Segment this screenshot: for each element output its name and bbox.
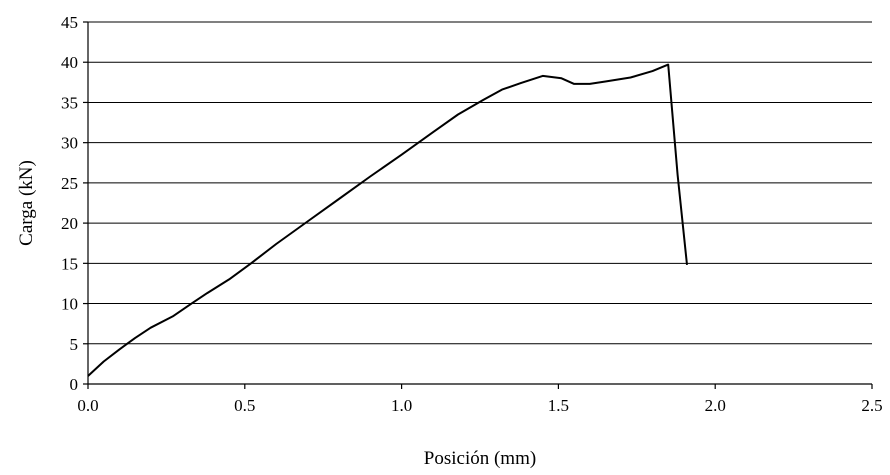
grid [88, 21, 872, 345]
y-tick-label: 40 [61, 53, 78, 72]
x-tick-label: 2.0 [705, 396, 726, 415]
y-tick-label: 30 [61, 134, 78, 153]
x-tick-label: 2.5 [861, 396, 882, 415]
y-tick-label: 10 [61, 295, 78, 314]
x-tick-label: 0.0 [77, 396, 98, 415]
x-axis-title: Posición (mm) [424, 448, 536, 469]
series-line [87, 63, 688, 377]
y-tick-label: 15 [61, 254, 78, 273]
y-tick-label: 35 [61, 93, 78, 112]
y-tick-label: 45 [61, 13, 78, 32]
y-tick-label: 25 [61, 174, 78, 193]
x-ticks: 0.0 0.5 1.0 1.5 2.0 2.5 [77, 384, 883, 415]
series [87, 63, 688, 377]
axes [87, 22, 872, 385]
y-tick-label: 20 [61, 214, 78, 233]
x-tick-label: 1.5 [548, 396, 569, 415]
x-tick-label: 0.5 [234, 396, 255, 415]
y-tick-label: 5 [70, 335, 79, 354]
x-tick-label: 1.0 [391, 396, 412, 415]
y-ticks: 0 5 10 15 20 25 30 35 40 45 [61, 13, 88, 394]
y-tick-label: 0 [70, 375, 79, 394]
y-axis-title: Carga (kN) [16, 160, 37, 246]
